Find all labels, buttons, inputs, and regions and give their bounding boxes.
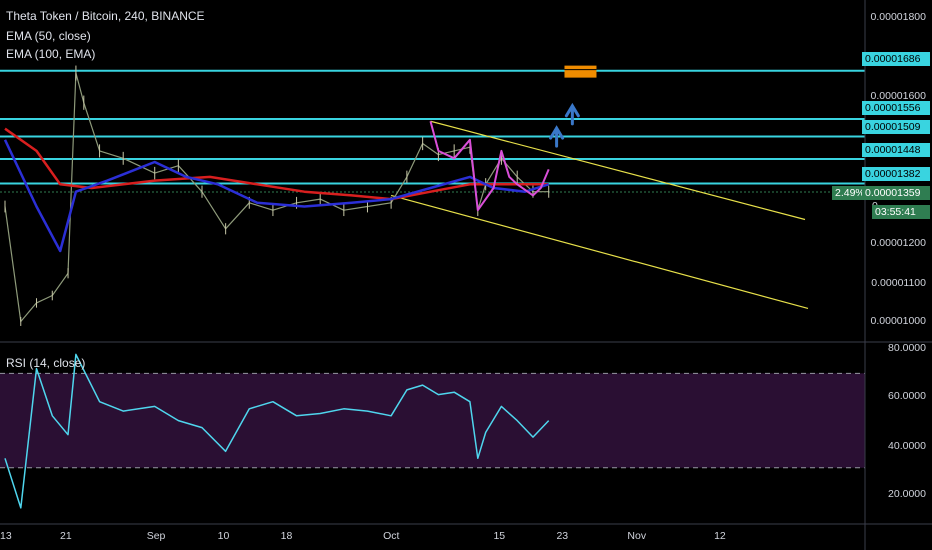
price-tick: 0.00001000	[870, 315, 926, 327]
time-tick: Sep	[146, 530, 166, 542]
time-tick: 23	[556, 530, 569, 542]
ema50-legend[interactable]: EMA (50, close)	[6, 29, 91, 43]
price-tick: 0.00001800	[870, 11, 926, 23]
rsi-tick: 40.0000	[888, 440, 926, 452]
rsi-tick: 60.0000	[888, 390, 926, 402]
up-arrow-icon	[549, 125, 565, 148]
rsi-plot[interactable]	[4, 353, 550, 509]
time-tick: 10	[217, 530, 230, 542]
up-arrow-icon	[564, 102, 580, 126]
channel-upper-line	[430, 120, 806, 221]
target-box	[564, 65, 597, 78]
channel-lower-line	[390, 194, 809, 310]
rsi-legend[interactable]: RSI (14, close)	[6, 356, 86, 370]
level-label: 0.00001509	[862, 120, 930, 134]
price-tick: 0.00001600	[870, 90, 926, 102]
chart-title: Theta Token / Bitcoin, 240, BINANCE	[6, 9, 205, 23]
ema100-legend[interactable]: EMA (100, EMA)	[6, 47, 96, 61]
time-tick: 12	[714, 530, 726, 542]
rsi-tick: 80.0000	[888, 342, 926, 354]
last-price-label: 0.00001359	[862, 186, 930, 200]
change-badge: 2.49%	[832, 186, 868, 200]
ema100-line	[4, 127, 549, 201]
level-label: 0.00001448	[862, 143, 930, 157]
price-plot[interactable]	[0, 65, 865, 326]
time-tick: 13	[0, 530, 12, 542]
time-tick: Oct	[383, 530, 400, 542]
level-label: 0.00001382	[862, 167, 930, 181]
price-line	[4, 72, 549, 323]
rsi-line	[4, 353, 550, 509]
rsi-band	[0, 372, 865, 469]
time-tick: 18	[280, 530, 293, 542]
rsi-tick: 20.0000	[888, 488, 926, 500]
level-label: 0.00001556	[862, 101, 930, 115]
time-tick: 21	[60, 530, 72, 542]
price-tick: 0.00001200	[870, 237, 926, 249]
rsi-band-fill	[0, 373, 865, 468]
time-tick: 15	[493, 530, 506, 542]
level-label: 0.00001686	[862, 52, 930, 66]
pattern-drawing	[429, 120, 550, 212]
ema50-line	[3, 139, 550, 253]
price-tick: 0.00001100	[871, 277, 926, 289]
bar-countdown: 03:55:41	[872, 205, 930, 219]
time-tick: Nov	[627, 530, 647, 542]
